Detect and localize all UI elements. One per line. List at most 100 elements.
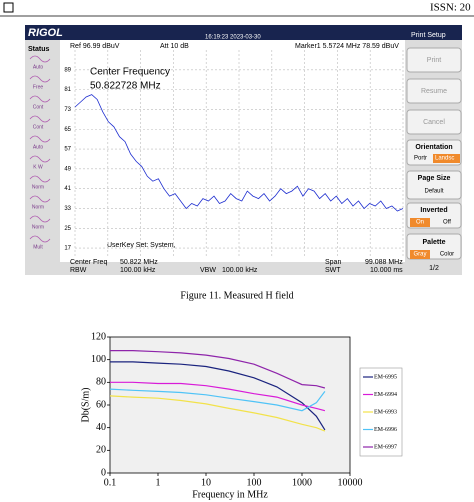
y-tick-label: 65 <box>64 127 71 133</box>
status-item: Norm <box>32 184 44 190</box>
button-label: Resume <box>421 88 447 95</box>
datetime: 16:19:23 2023-03-30 <box>205 35 261 41</box>
screenshot: RIGOL 16:19:23 2023-03-30 Status Ref 96.… <box>25 25 462 275</box>
x-tick-label: 1 <box>156 477 161 488</box>
option: Landsc <box>435 156 454 162</box>
info-value: 100.00 kHz <box>120 267 156 274</box>
status-item: Auto <box>33 64 44 70</box>
issn: ISSN: 20 <box>430 2 471 14</box>
panel-title: Print Setup <box>411 32 446 39</box>
info-label: Center Freq <box>70 259 107 266</box>
y-axis-label: Db(S/m) <box>80 388 91 423</box>
option: Off <box>443 220 451 226</box>
button[interactable] <box>406 170 462 200</box>
status-icon <box>29 155 51 163</box>
status-icon <box>29 135 51 143</box>
status-icon <box>29 175 51 183</box>
legend-label: EM-6993 <box>374 409 397 415</box>
y-tick-label: 89 <box>64 67 71 73</box>
button-label: Orientation <box>415 144 452 151</box>
button-label: Palette <box>423 239 446 246</box>
series-line <box>110 361 326 431</box>
status-item: Cont <box>33 104 44 110</box>
series-line <box>74 94 404 212</box>
status-icon <box>29 55 51 63</box>
y-tick-label: 0 <box>101 467 106 478</box>
caption: Figure 11. Measured H field <box>180 290 293 301</box>
y-tick-label: 40 <box>96 422 106 433</box>
page-icon <box>3 2 14 13</box>
y-tick-label: 25 <box>64 226 71 232</box>
status-item: Mult <box>33 244 43 250</box>
option: Gray <box>413 252 426 258</box>
y-tick-label: 80 <box>96 377 106 388</box>
x-tick-label: 100 <box>247 477 262 488</box>
series-line <box>109 395 326 432</box>
button-label: Cancel <box>423 119 445 126</box>
y-tick-label: 120 <box>91 331 106 342</box>
plot-bg <box>60 40 405 262</box>
series-line <box>109 388 326 412</box>
page-indicator: 1/2 <box>429 265 439 272</box>
info-label: SWT <box>325 267 341 274</box>
y-tick-label: 17 <box>64 246 71 252</box>
status-icon <box>29 75 51 83</box>
info-value: 100.00 kHz <box>222 267 258 274</box>
status-item: Auto <box>33 144 44 150</box>
info-label: Span <box>325 259 341 266</box>
x-tick-label: 1000 <box>292 477 312 488</box>
status-item: Cont <box>33 124 44 130</box>
option: Portr <box>414 156 427 162</box>
button-label: Print <box>427 57 441 64</box>
status-item: Norm <box>32 204 44 210</box>
userkey: UserKey Set: System, <box>107 242 176 249</box>
button-label: Inverted <box>420 207 447 214</box>
info-value: 10.000 ms <box>370 267 403 274</box>
option-selected[interactable] <box>410 218 430 227</box>
option: On <box>416 220 424 226</box>
button[interactable] <box>406 47 462 73</box>
info-value: 99.088 MHz <box>365 259 403 266</box>
legend-label: EM-6994 <box>374 392 397 398</box>
series-line <box>110 381 326 412</box>
info-value: 50.822 MHz <box>120 259 158 266</box>
status-item: Norm <box>32 224 44 230</box>
option: Default <box>424 189 443 195</box>
option-selected[interactable] <box>433 154 460 163</box>
option-selected[interactable] <box>410 250 430 259</box>
x-tick-label: 10000 <box>338 477 363 488</box>
y-tick-label: 33 <box>64 206 71 212</box>
side-panel: Print Setup Print Resume Cancel Orientat… <box>406 32 462 272</box>
y-tick-label: 81 <box>64 87 71 93</box>
status-item: K W <box>33 164 43 170</box>
top-bar <box>25 25 462 40</box>
y-tick-label: 20 <box>96 445 106 456</box>
y-tick-label: 60 <box>96 399 106 410</box>
att: Att 10 dB <box>160 43 189 50</box>
legend-label: EM-6997 <box>374 444 397 450</box>
button[interactable] <box>406 78 462 104</box>
status-item: Free <box>33 84 44 90</box>
x-tick-label: 10 <box>201 477 211 488</box>
y-tick-label: 57 <box>64 147 71 153</box>
y-tick-label: 100 <box>91 354 106 365</box>
status-icon <box>29 115 51 123</box>
legend-label: EM-6996 <box>374 427 397 433</box>
logo: RIGOL <box>28 27 63 39</box>
status-icon <box>29 195 51 203</box>
y-tick-label: 73 <box>64 107 71 113</box>
status-title: Status <box>28 46 50 53</box>
option: Color <box>440 252 454 258</box>
button[interactable] <box>406 109 462 135</box>
marker: Marker1 5.5724 MHz 78.59 dBuV <box>295 43 399 50</box>
ref: Ref 96.99 dBuV <box>70 43 120 50</box>
x-axis-label: Frequency in MHz <box>192 489 268 500</box>
status-icon <box>29 235 51 243</box>
info-label: VBW <box>200 267 216 274</box>
annotation: 50.822728 MHz <box>90 81 161 92</box>
annotation: Center Frequency <box>90 67 170 78</box>
plot-area <box>109 336 351 474</box>
x-tick-label: 0.1 <box>104 477 117 488</box>
status-icon <box>29 95 51 103</box>
